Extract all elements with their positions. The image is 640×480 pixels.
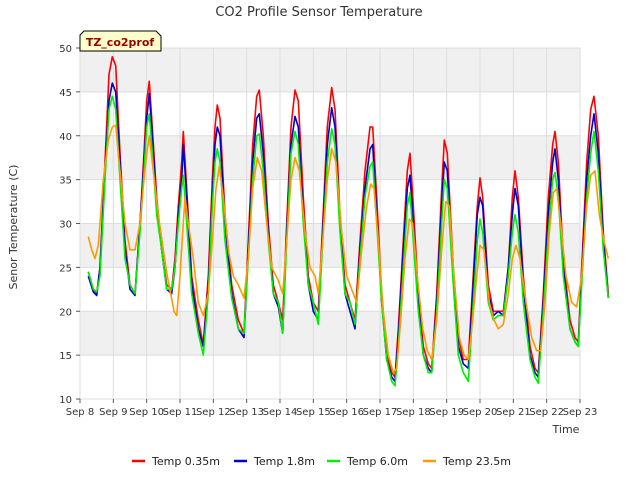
x-tick-label: Sep 22: [529, 407, 564, 418]
legend-label: Temp 1.8m: [253, 455, 315, 468]
tz-badge-box: [79, 30, 162, 52]
series-lines: [87, 56, 610, 387]
x-tick-label: Sep 8: [66, 407, 94, 418]
plot-band: [80, 311, 580, 356]
x-tick-label: Sep 17: [363, 407, 398, 418]
y-tick-label: 25: [59, 263, 72, 274]
plot-band: [80, 48, 580, 92]
y-tick-label: 20: [59, 307, 72, 318]
y-tick-label: 45: [59, 88, 72, 99]
x-axis-label: Time: [552, 423, 580, 436]
y-tick-label: 15: [59, 351, 72, 362]
x-tick-label: Sep 21: [496, 407, 531, 418]
y-axis-label: Senor Temperature (C): [7, 165, 20, 290]
y-axis: 10 15 20 25 30 35 40 45 50: [59, 44, 80, 406]
x-tick-label: Sep 14: [263, 407, 298, 418]
x-tick-label: Sep 18: [396, 407, 431, 418]
x-tick-label: Sep 15: [296, 407, 331, 418]
x-tick-label: Sep 10: [129, 407, 164, 418]
x-tick-label: Sep 19: [429, 407, 464, 418]
series-line: [87, 95, 610, 387]
x-tick-label: Sep 16: [329, 407, 364, 418]
legend-label: Temp 6.0m: [346, 455, 408, 468]
x-tick-label: Sep 20: [463, 407, 498, 418]
x-tick-label: Sep 12: [196, 407, 231, 418]
y-tick-label: 30: [59, 220, 72, 231]
x-tick-label: Sep 13: [229, 407, 264, 418]
x-tick-label: Sep 11: [163, 407, 198, 418]
y-tick-label: 35: [59, 176, 72, 187]
series-line: [87, 124, 610, 374]
tz-badge-label: TZ_co2prof: [86, 36, 155, 49]
y-tick-label: 40: [59, 132, 72, 143]
y-tick-label: 10: [59, 395, 72, 406]
legend: Temp 0.35m Temp 1.8m Temp 6.0m Temp 23.5m: [132, 455, 511, 468]
x-tick-label: Sep 9: [99, 407, 127, 418]
x-tick-label: Sep 23: [563, 407, 598, 418]
plot-band: [80, 223, 580, 268]
legend-label: Temp 23.5m: [442, 455, 511, 468]
tz-badge: TZ_co2prof: [79, 30, 162, 52]
y-tick-label: 50: [59, 44, 72, 55]
legend-label: Temp 0.35m: [151, 455, 220, 468]
chart-title: CO2 Profile Sensor Temperature: [215, 5, 422, 20]
